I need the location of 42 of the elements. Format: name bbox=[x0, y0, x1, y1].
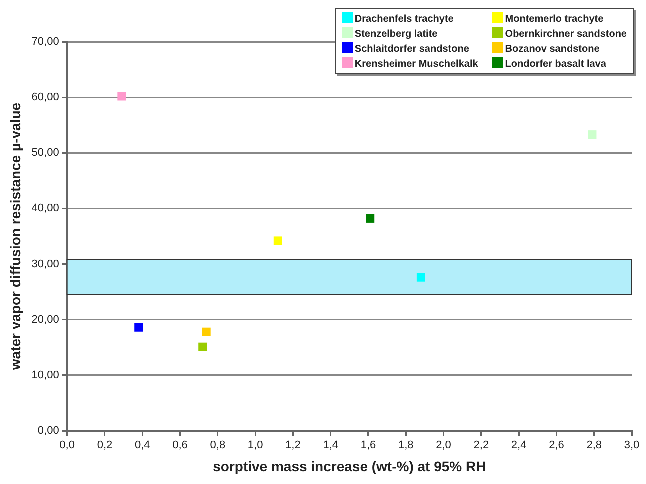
legend-label: Bozanov sandstone bbox=[504, 43, 601, 55]
x-tick-label: 1,2 bbox=[286, 440, 301, 452]
point bbox=[118, 92, 126, 101]
legend-label: Schlaitdorfer sandstone bbox=[354, 43, 470, 55]
x-tick-label: 2,4 bbox=[511, 440, 527, 452]
y-tick-label: 40,00 bbox=[32, 202, 60, 215]
x-tick-label: 1,8 bbox=[398, 440, 414, 452]
x-tick-label: 2,6 bbox=[549, 440, 564, 452]
point bbox=[198, 342, 208, 352]
x-tick-label: 2,2 bbox=[474, 440, 490, 452]
y-tick-label: 50,00 bbox=[32, 147, 60, 160]
x-tick-label: 0,0 bbox=[60, 440, 75, 452]
legend-label: Krensheimer Muschelkalk bbox=[354, 58, 478, 70]
x-tick-label: 1,0 bbox=[248, 440, 264, 452]
x-tick-label: 3,0 bbox=[624, 440, 640, 452]
point bbox=[366, 214, 375, 223]
y-tick-label: 60,00 bbox=[32, 92, 60, 104]
x-tick-label: 1,6 bbox=[360, 440, 376, 452]
x-tick-label: 2,8 bbox=[586, 440, 602, 452]
y-tick-label: 20,00 bbox=[32, 314, 60, 326]
y-tick-label: 0,00 bbox=[38, 425, 60, 438]
point bbox=[274, 236, 282, 246]
legend-label: Stenzelberg latite bbox=[354, 28, 439, 40]
x-axis-title: sorptive mass increase (wt-%) at 95% RH bbox=[213, 458, 486, 474]
legend-label: Londorfer basalt lava bbox=[504, 58, 608, 70]
y-tick-label: 70,00 bbox=[32, 36, 60, 48]
x-tick-label: 2,0 bbox=[436, 440, 452, 452]
x-tick-label: 1,4 bbox=[323, 440, 338, 452]
y-tick-label: 10,00 bbox=[32, 369, 60, 382]
point bbox=[202, 328, 211, 336]
x-tick-label: 0,8 bbox=[210, 440, 226, 452]
legend-label: Drachenfels trachyte bbox=[354, 13, 455, 25]
x-tick-label: 0,4 bbox=[134, 440, 150, 452]
point bbox=[134, 323, 144, 332]
y-tick-label: 30,00 bbox=[32, 258, 60, 270]
point bbox=[588, 130, 597, 140]
y-axis-title: water vapor diffusion resistance µ-value bbox=[7, 102, 24, 372]
legend-label: Montemerlo trachyte bbox=[504, 13, 605, 25]
point bbox=[416, 273, 426, 282]
legend-label: Obernkirchner sandstone bbox=[504, 28, 627, 40]
x-tick-label: 0,2 bbox=[97, 440, 113, 452]
x-tick-label: 0,6 bbox=[172, 440, 188, 452]
